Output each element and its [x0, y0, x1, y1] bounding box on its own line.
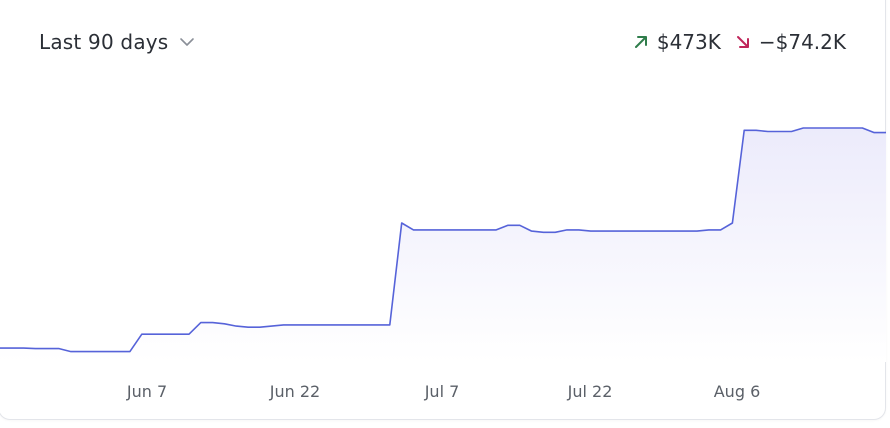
- x-tick-label: Jul 7: [424, 382, 460, 401]
- up-value: $473K: [656, 30, 721, 54]
- x-tick-label: Jun 7: [126, 382, 167, 401]
- series-area: [0, 128, 886, 362]
- series-line: [0, 127, 886, 353]
- range-dropdown[interactable]: Last 90 days: [39, 30, 196, 54]
- x-tick-label: Aug 6: [714, 382, 761, 401]
- chevron-down-icon: [178, 33, 196, 51]
- arrow-down-right-icon: [735, 34, 751, 50]
- arrow-up-right-icon: [633, 34, 649, 50]
- down-value: −$74.2K: [758, 30, 846, 54]
- range-label: Last 90 days: [39, 30, 169, 54]
- metrics: $473K −$74.2K: [633, 30, 846, 54]
- x-tick-label: Jun 22: [269, 382, 320, 401]
- up-metric: $473K: [633, 30, 721, 54]
- down-metric: −$74.2K: [735, 30, 846, 54]
- x-tick-label: Jul 22: [567, 382, 613, 401]
